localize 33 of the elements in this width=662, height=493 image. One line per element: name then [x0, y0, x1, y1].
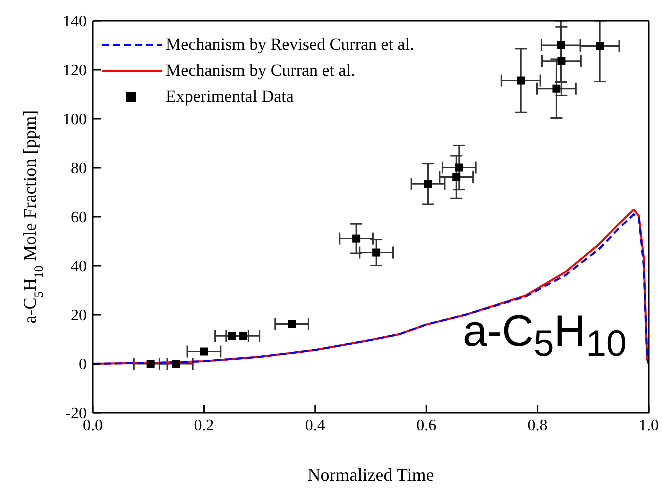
- point: [352, 234, 361, 243]
- point: [455, 164, 464, 172]
- x-tick-label: 0.8: [528, 417, 548, 434]
- x-tick-label: 0.6: [416, 417, 437, 434]
- point: [172, 360, 180, 368]
- legend-label: Experimental Data: [166, 86, 294, 108]
- point: [239, 332, 248, 340]
- point: [200, 348, 208, 356]
- y-tick-label: 100: [63, 112, 87, 129]
- point: [452, 173, 461, 182]
- y-tick-label: 0: [79, 356, 87, 374]
- y-tick-label: 60: [71, 210, 87, 227]
- x-axis-title: Normalized Time: [308, 465, 434, 485]
- y-tick-label: 40: [71, 258, 87, 276]
- point: [558, 57, 566, 66]
- point: [517, 76, 526, 85]
- y-tick-label: 20: [71, 308, 87, 325]
- y-tick-label: 140: [63, 14, 87, 31]
- legend-label: Mechanism by Revised Curran et al.: [166, 34, 414, 56]
- point: [424, 180, 432, 188]
- point: [228, 332, 236, 340]
- point: [146, 360, 155, 368]
- x-tick-label: 0.2: [194, 417, 214, 434]
- point: [552, 84, 561, 93]
- x-tick-label: 0.4: [305, 417, 326, 434]
- point: [596, 42, 604, 50]
- point: [372, 248, 381, 257]
- y-tick-label: 80: [71, 160, 87, 178]
- y-tick-label: 120: [63, 62, 87, 80]
- point: [288, 320, 296, 328]
- annotation: a-C$_{5}$H$_{10}$: [463, 307, 627, 364]
- point: [557, 42, 566, 50]
- legend-label: Mechanism by Curran et al.: [166, 60, 356, 82]
